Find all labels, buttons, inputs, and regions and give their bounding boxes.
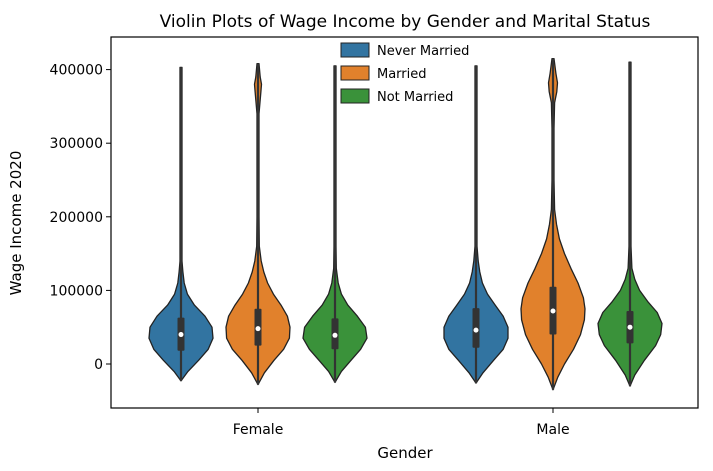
y-axis-label: Wage Income 2020 bbox=[7, 151, 25, 296]
y-tick-label: 300000 bbox=[50, 136, 103, 152]
violin-median bbox=[178, 332, 184, 338]
legend-label: Married bbox=[377, 67, 427, 82]
x-axis: Female Male bbox=[233, 408, 570, 438]
chart-title: Violin Plots of Wage Income by Gender an… bbox=[160, 12, 651, 32]
legend-swatch bbox=[340, 42, 370, 58]
violin-median bbox=[473, 327, 479, 333]
y-tick-label: 0 bbox=[94, 357, 103, 373]
legend-swatch bbox=[340, 88, 370, 104]
x-tick-label: Male bbox=[536, 422, 569, 438]
x-tick-label: Female bbox=[233, 422, 284, 438]
violin-median bbox=[332, 332, 338, 338]
plot-frame bbox=[110, 36, 699, 409]
violin-median bbox=[627, 324, 633, 330]
plot-area bbox=[148, 57, 663, 391]
legend: Never Married Married Not Married bbox=[340, 42, 469, 105]
y-tick-label: 100000 bbox=[50, 283, 103, 299]
legend-label: Not Married bbox=[377, 90, 453, 105]
x-axis-label: Gender bbox=[377, 444, 433, 462]
y-tick-label: 200000 bbox=[50, 210, 103, 226]
legend-swatch bbox=[340, 65, 370, 81]
y-axis: 0 100000 200000 300000 400000 bbox=[50, 63, 111, 373]
violin-median bbox=[255, 326, 261, 332]
violin-median bbox=[550, 308, 556, 314]
y-tick-label: 400000 bbox=[50, 63, 103, 79]
legend-label: Never Married bbox=[377, 44, 469, 59]
